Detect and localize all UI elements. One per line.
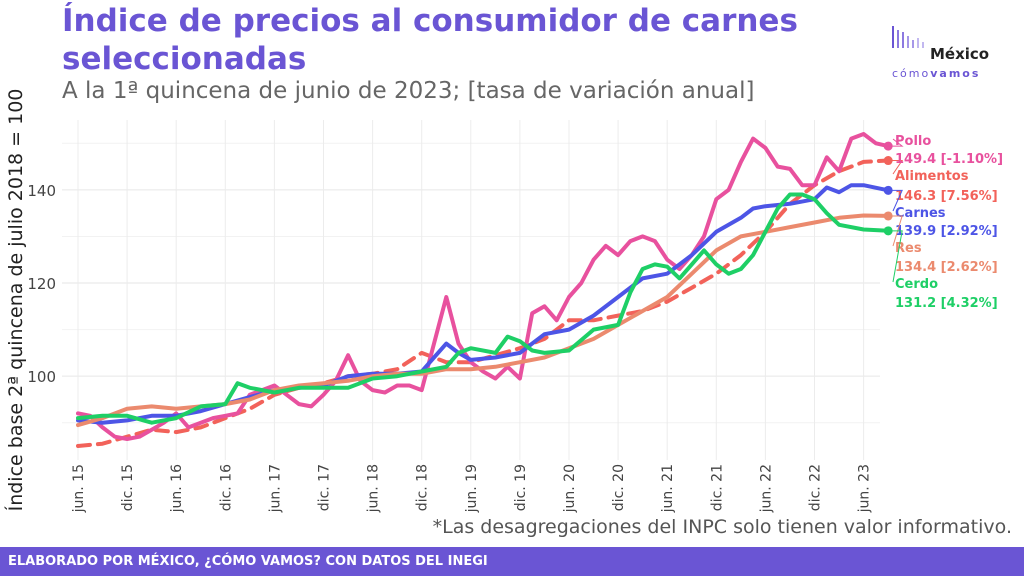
- x-axis: jun. 15 dic. 15 jun. 16 dic. 16 jun. 17 dic. …: [71, 464, 873, 513]
- x-tick-label: dic. 17: [317, 464, 333, 511]
- label-leader-carnes: [888, 189, 903, 212]
- x-tick-label: jun. 20: [562, 464, 578, 513]
- x-tick-label: jun. 16: [169, 464, 185, 513]
- x-tick-label: dic. 22: [808, 464, 824, 511]
- series-value-cerdo: 131.2 [4.32%]: [895, 296, 998, 311]
- mexico-como-vamos-logo: México cómovamos: [890, 22, 1010, 82]
- series-line-alimentos: [76, 158, 891, 448]
- series-line-pollo: [76, 132, 891, 441]
- x-tick-label: jun. 15: [71, 464, 87, 513]
- label-leader-pollo: [888, 138, 904, 147]
- chart-title: Índice de precios al consumidor de carne…: [62, 3, 798, 77]
- x-tick-label: jun. 21: [660, 464, 676, 513]
- logo-word: México: [930, 45, 990, 63]
- series-name-pollo: Pollo: [895, 134, 931, 149]
- series-name-res: Res: [895, 241, 922, 256]
- series-value-alimentos: 146.3 [7.56%]: [895, 189, 998, 204]
- y-tick-label: 100: [27, 368, 56, 386]
- series-labels: Alimentos 146.3 [7.56%] Pollo 149.4 [-1.10%…: [888, 134, 1003, 311]
- footer-bar: ELABORADO POR MÉXICO, ¿CÓMO VAMOS? CON D…: [0, 547, 1024, 576]
- footnote: *Las desagregaciones del INPC solo tiene…: [432, 516, 1012, 538]
- x-tick-label: jun. 18: [366, 464, 382, 513]
- label-leader-alimentos: [888, 160, 904, 175]
- logo-bars-icon: [892, 26, 924, 48]
- x-tick-label: jun. 23: [857, 464, 873, 513]
- x-tick-label: dic. 15: [120, 464, 136, 511]
- series-name-alimentos: Alimentos: [895, 169, 969, 184]
- series-line-carnes: [76, 183, 891, 425]
- y-axis-label: Índice base 2ª quincena de julio 2018 = …: [4, 89, 27, 512]
- series-line-res: [76, 213, 891, 428]
- x-tick-label: jun. 22: [758, 464, 774, 513]
- series-value-pollo: 149.4 [-1.10%]: [895, 152, 1003, 167]
- x-tick-label: jun. 17: [267, 464, 283, 513]
- x-tick-label: dic. 21: [709, 464, 725, 511]
- label-leader-cerdo: [888, 230, 903, 283]
- series-value-carnes: 139.9 [2.92%]: [895, 224, 998, 239]
- x-tick-label: dic. 19: [513, 464, 529, 511]
- x-tick-label: jun. 19: [464, 464, 480, 513]
- x-tick-label: dic. 18: [415, 464, 431, 511]
- series-value-res: 134.4 [2.62%]: [895, 260, 998, 275]
- x-tick-label: dic. 16: [218, 464, 234, 511]
- y-tick-label: 140: [27, 182, 56, 200]
- logo-subtitle: cómovamos: [892, 67, 981, 80]
- x-tick-label: dic. 20: [611, 464, 627, 511]
- chart-subtitle: A la 1ª quincena de junio de 2023; [tasa…: [62, 78, 755, 104]
- label-leader-res: [888, 215, 903, 247]
- series-name-cerdo: Cerdo: [895, 277, 938, 292]
- y-tick-label: 120: [27, 275, 56, 293]
- series-line-cerdo: [76, 192, 891, 425]
- chart-lines: [76, 132, 893, 448]
- y-axis: 100 120 140: [27, 182, 56, 386]
- series-name-carnes: Carnes: [895, 206, 946, 221]
